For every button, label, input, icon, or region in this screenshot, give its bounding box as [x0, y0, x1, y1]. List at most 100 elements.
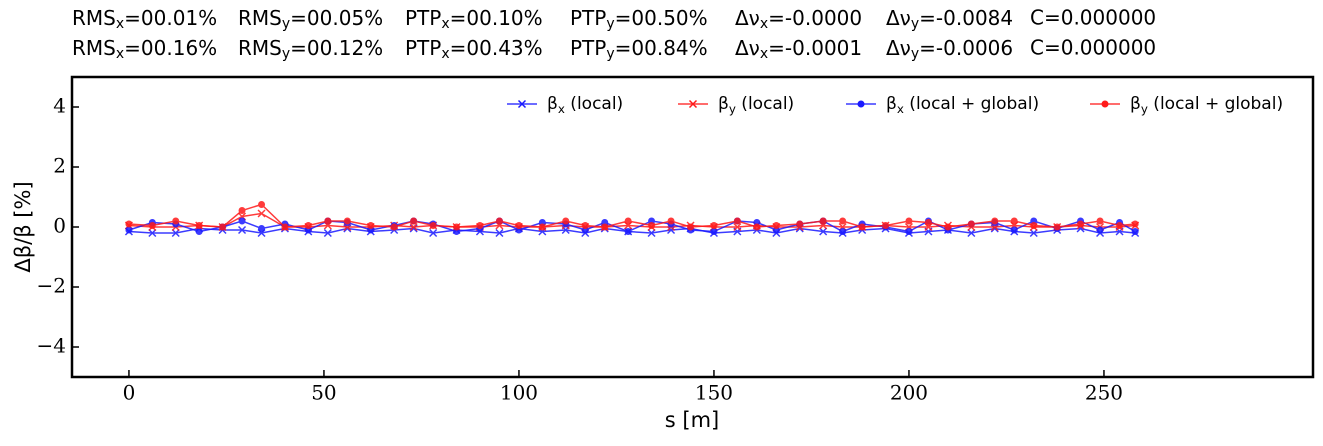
stat-label: Δνx=-0.0000 [735, 6, 862, 33]
marker [238, 217, 246, 225]
x-tick-label: 50 [311, 381, 336, 405]
legend-marker [688, 99, 698, 109]
marker [733, 222, 742, 232]
series [125, 201, 1139, 231]
marker [858, 223, 866, 231]
stat-label: RMSx=00.01% [72, 6, 217, 33]
x-tick-label: 100 [500, 381, 538, 405]
marker [967, 220, 975, 228]
marker [648, 222, 656, 229]
marker [195, 228, 203, 235]
marker [882, 222, 890, 229]
marker [476, 222, 484, 229]
marker [410, 217, 418, 225]
marker [1116, 222, 1124, 229]
marker [258, 201, 266, 208]
marker [601, 223, 609, 231]
y-tick-label: 4 [53, 94, 66, 118]
marker [1131, 220, 1139, 228]
marker [148, 222, 156, 229]
legend-label: βx (local + global) [886, 94, 1039, 116]
stat-label: C=0.000000 [1030, 36, 1156, 60]
marker [624, 217, 632, 225]
marker [390, 223, 398, 231]
marker [796, 220, 804, 228]
x-tick-label: 0 [123, 381, 136, 405]
marker [1096, 217, 1104, 225]
marker [1096, 226, 1104, 234]
marker [991, 217, 999, 225]
marker [172, 217, 180, 225]
marker [238, 207, 246, 214]
stat-label: Δνy=-0.0006 [886, 36, 1013, 63]
marker [1030, 222, 1038, 229]
marker [1053, 223, 1061, 231]
stat-label: Δνx=-0.0001 [735, 36, 862, 63]
stat-label: Δνy=-0.0084 [886, 6, 1013, 33]
legend-marker [1101, 100, 1109, 108]
marker [905, 217, 913, 225]
legend-marker [857, 100, 865, 108]
stat-label: PTPx=00.10% [405, 6, 543, 33]
marker [667, 217, 675, 225]
marker [1010, 226, 1018, 234]
series-line [128, 203, 1136, 228]
marker [924, 219, 932, 226]
y-tick-label: 2 [53, 154, 66, 178]
marker [581, 222, 589, 229]
marker [967, 228, 976, 238]
marker [495, 217, 503, 225]
x-tick-label: 200 [890, 381, 928, 405]
x-axis-label: s [m] [665, 408, 719, 432]
marker [323, 228, 332, 238]
marker [1029, 228, 1038, 238]
marker [1077, 220, 1085, 228]
stat-label: RMSy=00.05% [238, 6, 383, 33]
stat-label: RMSy=00.12% [238, 36, 383, 63]
marker [219, 223, 227, 231]
marker [515, 222, 523, 229]
marker [905, 228, 913, 235]
stat-label: RMSx=00.16% [72, 36, 217, 63]
marker [258, 225, 266, 232]
marker [839, 228, 847, 235]
marker [304, 222, 312, 229]
y-axis-label: Δβ/β [%] [11, 181, 35, 272]
stat-label: PTPy=00.84% [570, 36, 708, 63]
marker [687, 223, 695, 231]
marker [429, 222, 437, 229]
marker [819, 217, 827, 225]
series-line [128, 227, 1136, 234]
y-tick-label: −4 [37, 334, 66, 358]
marker [753, 223, 761, 231]
marker [195, 222, 203, 229]
x-tick-label: 250 [1085, 381, 1123, 405]
stat-label: PTPx=00.43% [405, 36, 543, 63]
marker [281, 223, 289, 231]
x-tick-label: 150 [695, 381, 733, 405]
marker [839, 217, 847, 225]
legend-label: βy (local) [718, 94, 794, 116]
legend-label: βx (local) [547, 94, 623, 116]
marker [125, 220, 133, 228]
marker [772, 222, 780, 229]
marker [647, 228, 656, 238]
marker [1010, 217, 1018, 225]
marker [710, 222, 718, 229]
marker [409, 222, 418, 232]
marker [538, 223, 546, 231]
marker [819, 227, 828, 236]
marker [257, 209, 266, 218]
legend-marker [517, 99, 527, 109]
marker [1131, 228, 1139, 235]
stat-label: PTPy=00.50% [570, 6, 708, 33]
marker [148, 228, 157, 238]
marker [324, 217, 332, 225]
marker [367, 222, 375, 229]
marker [710, 228, 718, 235]
y-tick-label: 0 [53, 214, 66, 238]
marker [238, 225, 247, 235]
legend-label: βy (local + global) [1130, 94, 1283, 116]
marker [429, 228, 438, 238]
